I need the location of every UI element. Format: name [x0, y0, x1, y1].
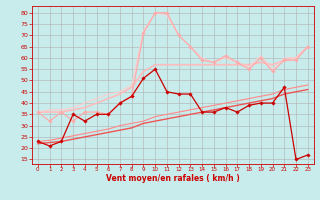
X-axis label: Vent moyen/en rafales ( km/h ): Vent moyen/en rafales ( km/h ): [106, 174, 240, 183]
